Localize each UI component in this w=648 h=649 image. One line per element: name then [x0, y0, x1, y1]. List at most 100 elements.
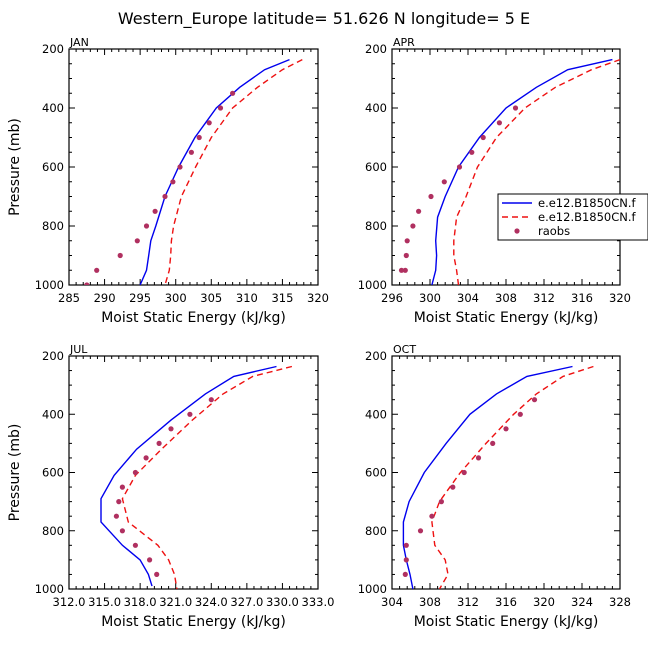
- x-tick-label: 310: [236, 291, 258, 305]
- x-tick-label: 312.0: [53, 595, 86, 609]
- x-tick-label: 315.0: [88, 595, 121, 609]
- raobs-point: [170, 179, 176, 185]
- raobs-point: [441, 179, 447, 185]
- x-tick-label: 285: [58, 291, 80, 305]
- raobs-point: [475, 455, 482, 461]
- legend-entry: raobs: [538, 224, 570, 238]
- raobs-point: [143, 455, 149, 461]
- raobs-point: [134, 238, 140, 244]
- x-tick-label: 321.0: [159, 595, 192, 609]
- series-line-1: [100, 365, 277, 587]
- x-tick-label: 320: [533, 595, 555, 609]
- x-axis-label: Moist Static Energy (kJ/kg): [414, 310, 599, 326]
- panel-jul: JUL 312.0 315.0 318.0 321.0 324.0 327.0 330.0 33…: [7, 343, 334, 630]
- raobs-point: [154, 571, 160, 578]
- y-tick-label: 1000: [35, 278, 64, 292]
- x-tick-label: 316: [495, 595, 517, 609]
- panel-apr: APR 296 300 304 308 312 316 320 200 400 600 800 1000…: [358, 36, 648, 326]
- plot-frame: [391, 355, 621, 590]
- raobs-point: [116, 499, 122, 505]
- panel-jan: JAN 285 290 295 300 305 310 315 320 200 400 600 800 1…: [7, 36, 329, 326]
- plot-area: [398, 58, 620, 285]
- y-tick-label: 200: [42, 349, 64, 363]
- series-line-1: [139, 58, 290, 285]
- plot-area: [84, 58, 303, 285]
- raobs-point: [143, 223, 150, 229]
- y-tick-label: 600: [42, 160, 64, 174]
- raobs-point: [417, 528, 424, 534]
- y-tick-label: 800: [42, 219, 64, 233]
- raobs-point: [496, 120, 502, 126]
- plot-area: [402, 365, 594, 589]
- x-tick-label: 304: [457, 291, 479, 305]
- series-line-2: [121, 365, 293, 589]
- x-tick-label: 328: [609, 595, 631, 609]
- raobs-point: [438, 499, 444, 505]
- raobs-point: [187, 411, 193, 417]
- x-tick-label: 312: [457, 595, 479, 609]
- x-tick-label: 324: [571, 595, 593, 609]
- y-tick-label: 400: [42, 101, 64, 115]
- panel-oct: OCT 304 308 312 316 320 324 328 200 400 600 800 1000…: [358, 343, 631, 630]
- x-tick-label: 305: [200, 291, 222, 305]
- raobs-point: [196, 134, 202, 141]
- y-tick-label: 600: [365, 466, 387, 480]
- raobs-point: [428, 193, 434, 200]
- raobs-point: [512, 105, 519, 111]
- raobs-point: [230, 90, 236, 96]
- x-axis-label: Moist Static Energy (kJ/kg): [101, 310, 286, 326]
- raobs-point: [450, 484, 456, 490]
- panel-label: JUL: [69, 343, 88, 356]
- raobs-point: [410, 223, 416, 229]
- y-tick-label: 600: [365, 160, 387, 174]
- raobs-point: [403, 557, 409, 563]
- plot-frame: [68, 48, 319, 286]
- raobs-point: [490, 440, 496, 446]
- raobs-point: [469, 149, 475, 155]
- raobs-point: [503, 426, 509, 432]
- panels: JAN 285 290 295 300 305 310 315 320 200 400 600 800 1…: [7, 36, 648, 630]
- raobs-point: [217, 105, 224, 111]
- raobs-point: [404, 238, 410, 244]
- raobs-point: [152, 208, 158, 214]
- x-tick-label: 327.0: [230, 595, 263, 609]
- raobs-point: [177, 164, 183, 170]
- raobs-point: [402, 267, 408, 273]
- series-line-1: [431, 58, 613, 285]
- raobs-point: [147, 557, 153, 563]
- raobs-point: [403, 252, 409, 259]
- raobs-point: [188, 149, 194, 155]
- x-tick-label: 330.0: [266, 595, 299, 609]
- y-tick-label: 200: [365, 349, 387, 363]
- y-tick-label: 1000: [35, 582, 64, 596]
- raobs-point: [119, 484, 125, 490]
- raobs-point: [531, 397, 538, 403]
- raobs-point: [398, 267, 405, 273]
- x-tick-label: 300: [165, 291, 187, 305]
- y-tick-label: 600: [42, 466, 64, 480]
- x-tick-label: 320: [609, 291, 631, 305]
- series-line-1: [402, 365, 573, 589]
- raobs-point: [206, 120, 212, 126]
- series-line-2: [431, 365, 594, 589]
- x-axis-label: Moist Static Energy (kJ/kg): [101, 614, 286, 630]
- x-tick-label: 324.0: [195, 595, 228, 609]
- y-tick-label: 200: [42, 42, 64, 56]
- figure-title: Western_Europe latitude= 51.626 N longit…: [118, 9, 530, 29]
- raobs-point: [113, 513, 119, 519]
- raobs-point: [429, 513, 435, 519]
- raobs-point: [402, 571, 408, 578]
- series-line-2: [164, 58, 303, 285]
- y-tick-label: 400: [42, 407, 64, 421]
- raobs-point: [456, 164, 463, 170]
- legend-entry: e.e12.B1850CN.f: [538, 210, 637, 224]
- plot-frame: [68, 355, 319, 590]
- plot-frame: [391, 48, 621, 286]
- raobs-point: [94, 267, 100, 273]
- raobs-point: [119, 528, 125, 534]
- x-tick-label: 308: [495, 291, 517, 305]
- x-tick-label: 308: [419, 595, 441, 609]
- x-tick-label: 290: [94, 291, 116, 305]
